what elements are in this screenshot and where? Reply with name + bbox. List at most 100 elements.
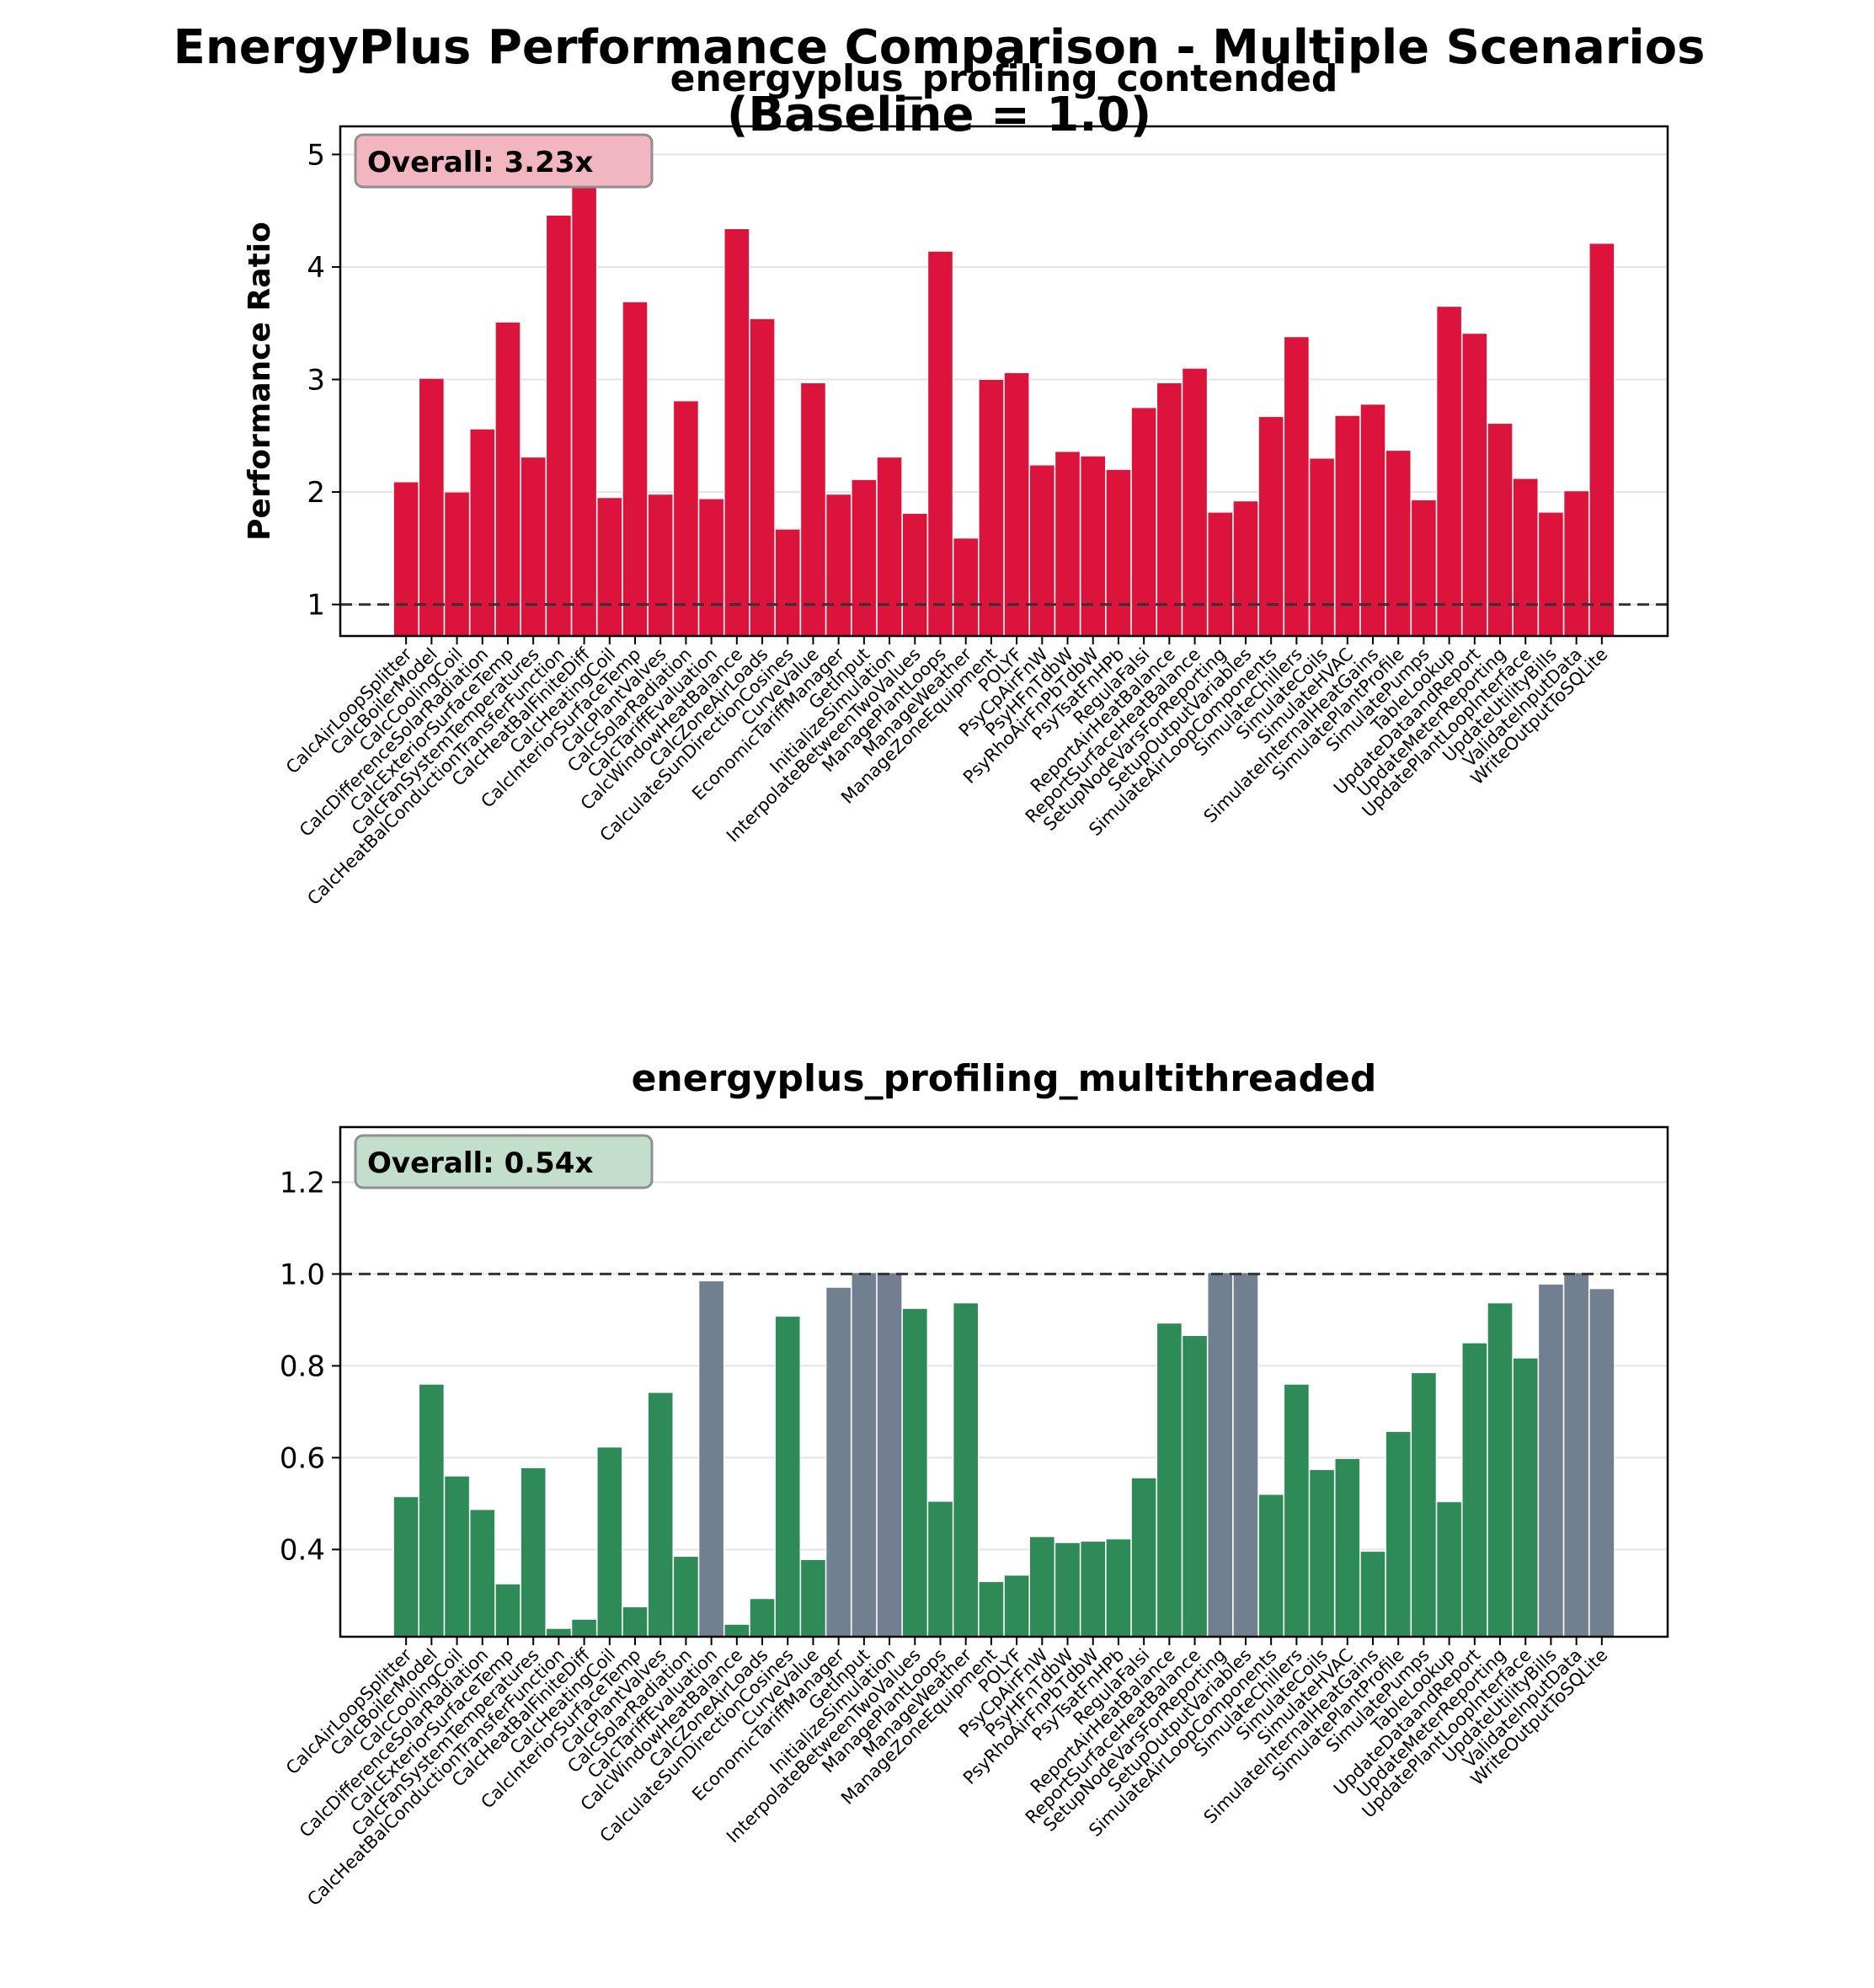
- bar-CalcDifferenceSolarRadiation: [469, 1509, 496, 1638]
- bar-PsyRhoAirFnPbTdbW: [1080, 1541, 1107, 1638]
- bar-UpdateUtilityBills: [1538, 1283, 1564, 1638]
- y-tick-label: 1: [307, 589, 325, 623]
- bar-ReportAirHeatBalance: [1156, 382, 1183, 637]
- bar-CalcSolarRadiation: [673, 400, 699, 637]
- bar-UpdatePlantLoopInterface: [1512, 478, 1539, 637]
- bar-SimulateCoils: [1309, 1469, 1335, 1638]
- bar-PsyCpAirFnW: [1029, 1536, 1055, 1638]
- bar-InitializeSimulation: [876, 1272, 903, 1638]
- chart-title: energyplus_profiling_contended: [670, 57, 1338, 100]
- bar-ReportAirHeatBalance: [1156, 1323, 1183, 1638]
- bar-WriteOutputToSQLite: [1588, 1288, 1615, 1638]
- bar-SimulateAirLoopComponents: [1257, 1494, 1284, 1638]
- bar-RegulaFalsi: [1130, 1477, 1157, 1638]
- bar-PsyTsatFnHPb: [1105, 1538, 1132, 1638]
- bar-UpdatePlantLoopInterface: [1512, 1357, 1539, 1638]
- bar-ManagePlantLoops: [927, 1500, 953, 1638]
- bar-ManageWeather: [953, 1302, 979, 1638]
- bar-ReportSurfaceHeatBalance: [1182, 1334, 1208, 1638]
- bar-RegulaFalsi: [1130, 407, 1157, 637]
- bar-SimulateChillers: [1284, 1383, 1310, 1638]
- y-tick-label: 0.6: [280, 1441, 325, 1475]
- bar-CalcCoolingCoil: [444, 491, 470, 637]
- bar-TableLookup: [1436, 1501, 1462, 1638]
- y-tick-label: 2: [307, 476, 325, 510]
- bar-UpdateDataandReport: [1461, 333, 1488, 637]
- bar-SetupOutputVariables: [1232, 500, 1259, 637]
- bar-PsyCpAirFnW: [1029, 464, 1055, 637]
- y-tick-label: 1.2: [280, 1166, 325, 1200]
- bar-CalcWindowHeatBalance: [723, 1623, 750, 1638]
- bar-SimulateHVAC: [1334, 1458, 1361, 1638]
- bar-CalcDifferenceSolarRadiation: [469, 428, 496, 637]
- bar-CalcHeatBalFiniteDiff: [571, 1618, 597, 1638]
- y-tick-label: 3: [307, 363, 325, 397]
- bar-CurveValue: [800, 382, 826, 637]
- chart-multithreaded: energyplus_profiling_multithreaded 0.4 0.6…: [280, 1057, 1669, 1910]
- bar-CalcPlantValves: [647, 494, 674, 637]
- figure-suptitle-line1: EnergyPlus Performance Comparison - Mult…: [174, 20, 1706, 75]
- y-axis-label: Performance Ratio: [243, 222, 277, 541]
- y-tick-label: 4: [307, 251, 325, 285]
- bar-PsyHFnTdbW: [1054, 1542, 1081, 1638]
- bar-SetupNodeVarsForReporting: [1207, 511, 1234, 637]
- y-tick-label: 0.8: [280, 1349, 325, 1383]
- bar-CalcPlantValves: [647, 1392, 674, 1638]
- y-tick-label: 0.4: [280, 1533, 325, 1567]
- bar-GetInput: [851, 1272, 878, 1638]
- bar-UpdateMeterReporting: [1487, 1302, 1514, 1638]
- bar-CalcSolarRadiation: [673, 1556, 699, 1638]
- bar-CurveValue: [800, 1558, 826, 1638]
- bar-SimulatePumps: [1411, 499, 1437, 637]
- bar-SimulateCoils: [1309, 457, 1335, 637]
- bar-CalculateSunDirectionCosines: [774, 528, 801, 637]
- bar-SetupOutputVariables: [1232, 1272, 1259, 1638]
- bar-CalcInteriorSurfaceTemp: [622, 301, 649, 637]
- bar-SimulateInternalHeatGains: [1359, 403, 1386, 637]
- bar-CalculateSunDirectionCosines: [774, 1316, 801, 1638]
- bar-InitializeSimulation: [876, 457, 903, 637]
- bar-CalcHeatBalFiniteDiff: [571, 179, 597, 637]
- bar-CalcZoneAirLoads: [749, 318, 776, 637]
- bar-PsyRhoAirFnPbTdbW: [1080, 455, 1107, 637]
- overall-badge: [354, 1134, 654, 1189]
- plot-area-frame: [339, 1125, 1669, 1638]
- bar-SimulatePlantProfile: [1385, 450, 1412, 637]
- bar-WriteOutputToSQLite: [1588, 243, 1615, 637]
- bar-SimulateChillers: [1284, 336, 1310, 637]
- chart-title: energyplus_profiling_multithreaded: [632, 1057, 1377, 1100]
- bar-SimulatePumps: [1411, 1372, 1437, 1638]
- bar-UpdateDataandReport: [1461, 1342, 1488, 1638]
- bar-CalcAirLoopSplitter: [392, 1496, 419, 1638]
- bar-TableLookup: [1436, 306, 1462, 637]
- bar-InterpolateBetweenTwoValues: [901, 1307, 928, 1638]
- bar-ValidateInputData: [1563, 490, 1589, 637]
- bar-CalcTariffEvaluation: [698, 1280, 724, 1638]
- bar-PsyHFnTdbW: [1054, 451, 1081, 637]
- bar-CalcHeatingCoil: [596, 1446, 623, 1638]
- bar-CalcHeatBalConductionTransferFunction: [546, 215, 572, 637]
- bar-EconomicTariffManager: [825, 494, 852, 637]
- bar-CalcHeatingCoil: [596, 497, 623, 637]
- bar-GetInput: [851, 478, 878, 637]
- bar-ManagePlantLoops: [927, 250, 953, 637]
- bar-CalcExteriorSurfaceTemp: [494, 321, 521, 637]
- bar-POLYF: [1003, 371, 1030, 637]
- bar-CalcAirLoopSplitter: [392, 481, 419, 637]
- bar-SimulateHVAC: [1334, 414, 1361, 637]
- bar-CalcCoolingCoil: [444, 1475, 470, 1638]
- overall-badge: [354, 133, 654, 189]
- overall-badge-label: Overall: 0.54x: [367, 1146, 593, 1180]
- bar-UpdateUtilityBills: [1538, 511, 1564, 637]
- bar-CalcWindowHeatBalance: [723, 228, 750, 637]
- chart-contended: energyplus_profiling_contended 1 2 3 4 5 Perfo…: [243, 57, 1669, 909]
- bar-ValidateInputData: [1563, 1272, 1589, 1638]
- y-tick-label: 5: [307, 138, 325, 172]
- bar-ReportSurfaceHeatBalance: [1182, 367, 1208, 637]
- plot-area-frame: [339, 125, 1669, 638]
- bar-ManageWeather: [953, 537, 979, 637]
- bar-ManageZoneEquipment: [978, 1581, 1005, 1638]
- bar-SimulatePlantProfile: [1385, 1430, 1412, 1638]
- bar-SimulateInternalHeatGains: [1359, 1551, 1386, 1638]
